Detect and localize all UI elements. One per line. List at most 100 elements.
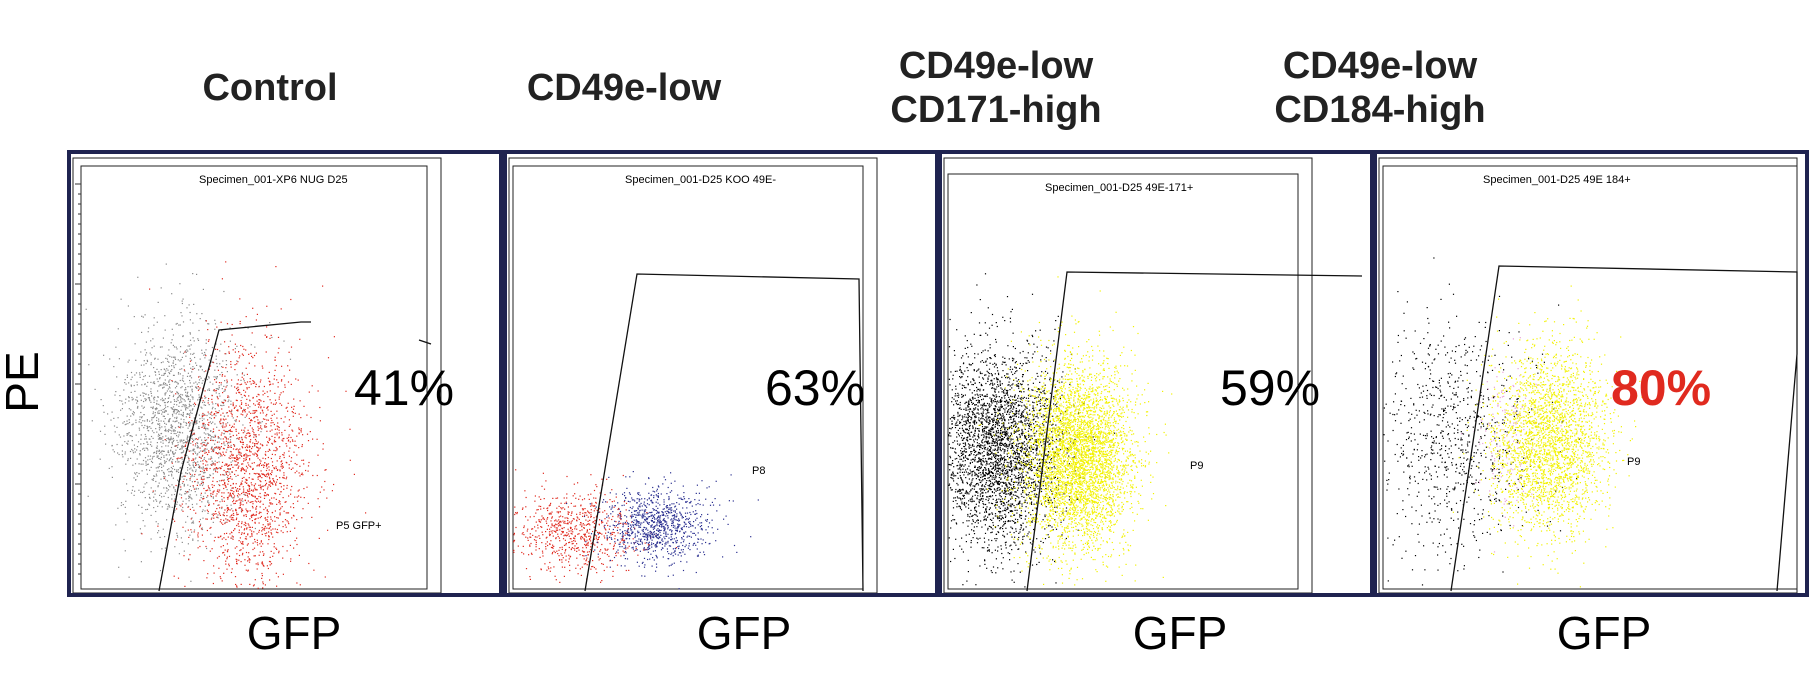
- event-point: [164, 315, 166, 317]
- event-point: [264, 527, 266, 529]
- event-point: [273, 467, 275, 469]
- event-point: [278, 426, 280, 429]
- event-point: [254, 434, 256, 436]
- event-point: [279, 509, 281, 511]
- event-point: [147, 455, 149, 457]
- event-point: [324, 480, 326, 483]
- event-point: [185, 498, 187, 500]
- event-point: [618, 514, 620, 516]
- event-point: [259, 381, 261, 383]
- event-point: [159, 463, 161, 465]
- event-point: [127, 443, 129, 445]
- event-point: [164, 536, 166, 538]
- event-point: [253, 472, 255, 475]
- gate-polygon: [158, 321, 311, 592]
- event-point: [278, 552, 280, 554]
- event-point: [250, 352, 252, 354]
- event-point: [192, 368, 194, 370]
- event-point: [260, 500, 262, 502]
- event-point: [242, 414, 244, 416]
- event-point: [620, 522, 622, 524]
- event-point: [201, 471, 203, 473]
- event-point: [230, 436, 232, 438]
- event-point: [162, 442, 164, 444]
- event-point: [676, 513, 678, 515]
- event-point: [595, 484, 597, 486]
- event-point: [255, 513, 257, 516]
- event-point: [157, 301, 159, 303]
- event-point: [201, 419, 203, 422]
- event-point: [255, 352, 257, 354]
- event-point: [280, 491, 282, 493]
- event-point: [552, 530, 554, 532]
- event-point: [679, 511, 681, 513]
- event-point: [210, 439, 212, 441]
- event-point: [305, 469, 307, 472]
- event-point: [223, 448, 225, 450]
- event-point: [232, 417, 234, 419]
- event-point: [187, 398, 189, 401]
- event-point: [272, 478, 274, 480]
- event-point: [150, 514, 152, 516]
- event-point: [186, 438, 188, 440]
- event-point: [200, 365, 202, 367]
- event-point: [631, 507, 633, 510]
- event-point: [256, 416, 258, 418]
- event-point: [220, 434, 222, 436]
- event-point: [290, 383, 292, 385]
- event-point: [642, 530, 644, 532]
- event-point: [319, 406, 321, 409]
- event-point: [271, 414, 273, 416]
- event-point: [573, 547, 575, 549]
- event-point: [223, 480, 225, 482]
- event-point: [581, 566, 583, 568]
- event-point: [269, 561, 272, 563]
- event-point: [230, 537, 232, 539]
- event-point: [239, 537, 241, 539]
- event-point: [272, 422, 274, 424]
- event-point: [584, 514, 586, 516]
- event-point: [565, 559, 567, 561]
- event-point: [227, 441, 229, 443]
- event-point: [269, 524, 271, 526]
- event-point: [177, 536, 179, 538]
- event-point: [529, 536, 531, 538]
- event-point: [264, 525, 266, 528]
- event-point: [583, 551, 586, 553]
- event-point: [193, 417, 195, 419]
- event-point: [564, 550, 566, 552]
- event-point: [127, 490, 129, 492]
- event-point: [241, 372, 244, 374]
- event-point: [128, 382, 130, 384]
- event-point: [220, 418, 222, 420]
- event-point: [170, 436, 172, 438]
- event-point: [316, 474, 318, 477]
- event-point: [164, 379, 166, 381]
- event-point: [653, 531, 655, 533]
- event-point: [172, 374, 175, 376]
- event-point: [190, 430, 192, 432]
- event-point: [180, 505, 182, 507]
- event-point: [227, 422, 229, 424]
- event-point: [207, 464, 209, 466]
- event-point: [592, 565, 594, 568]
- event-point: [657, 528, 659, 530]
- event-point: [238, 525, 240, 527]
- event-point: [643, 521, 645, 523]
- event-point: [231, 487, 234, 489]
- event-point: [248, 362, 250, 364]
- event-point: [236, 490, 238, 492]
- event-point: [149, 469, 151, 471]
- event-point: [279, 446, 281, 448]
- event-point: [195, 457, 197, 459]
- event-point: [206, 496, 208, 498]
- event-point: [208, 413, 210, 415]
- event-point: [171, 369, 173, 371]
- event-point: [140, 411, 142, 414]
- event-point: [224, 436, 226, 438]
- event-point: [247, 446, 249, 449]
- event-point: [317, 498, 319, 500]
- event-point: [261, 473, 263, 475]
- event-point: [225, 440, 227, 442]
- event-point: [224, 474, 226, 476]
